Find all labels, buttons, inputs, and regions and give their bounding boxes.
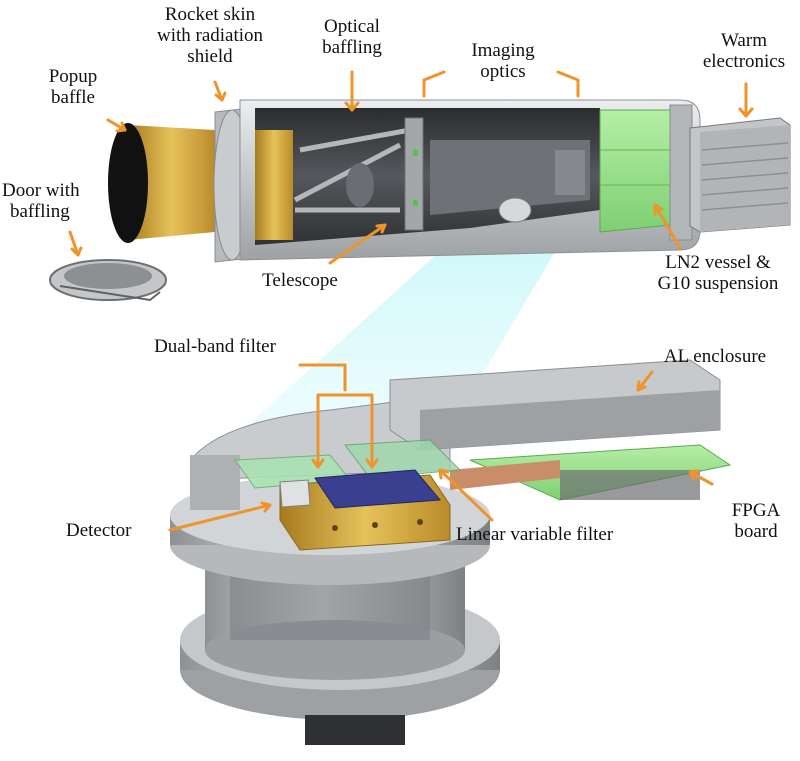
label-optical-baffling: Optical baffling <box>322 16 382 58</box>
label-warm-electronics: Warm electronics <box>702 30 786 72</box>
label-detector: Detector <box>66 520 132 541</box>
linear-variable-filter <box>344 439 462 479</box>
label-imaging-optics: Imaging optics <box>471 40 535 82</box>
label-door-with-baffling: Door with baffling <box>2 180 80 222</box>
label-ln2-vessel: LN2 vessel & G10 suspension <box>657 252 779 294</box>
label-telescope: Telescope <box>262 270 338 291</box>
label-dual-band-filter: Dual-band filter <box>154 336 276 357</box>
warm-electronics-box <box>689 117 791 233</box>
rocket-payload <box>49 99 791 302</box>
detector-assembly <box>170 359 732 745</box>
detector-chip <box>314 469 442 509</box>
callout-arrows <box>68 70 754 532</box>
label-al-enclosure: AL enclosure <box>663 346 767 367</box>
label-fpga-board: FPGA board <box>731 500 781 542</box>
label-rocket-skin: Rocket skin with radiation shield <box>156 4 264 67</box>
optical-baffle-ring <box>404 117 424 231</box>
popup-baffle <box>128 125 215 240</box>
label-linear-variable-filter: Linear variable filter <box>456 524 614 545</box>
label-popup-baffle: Popup baffle <box>48 66 98 108</box>
